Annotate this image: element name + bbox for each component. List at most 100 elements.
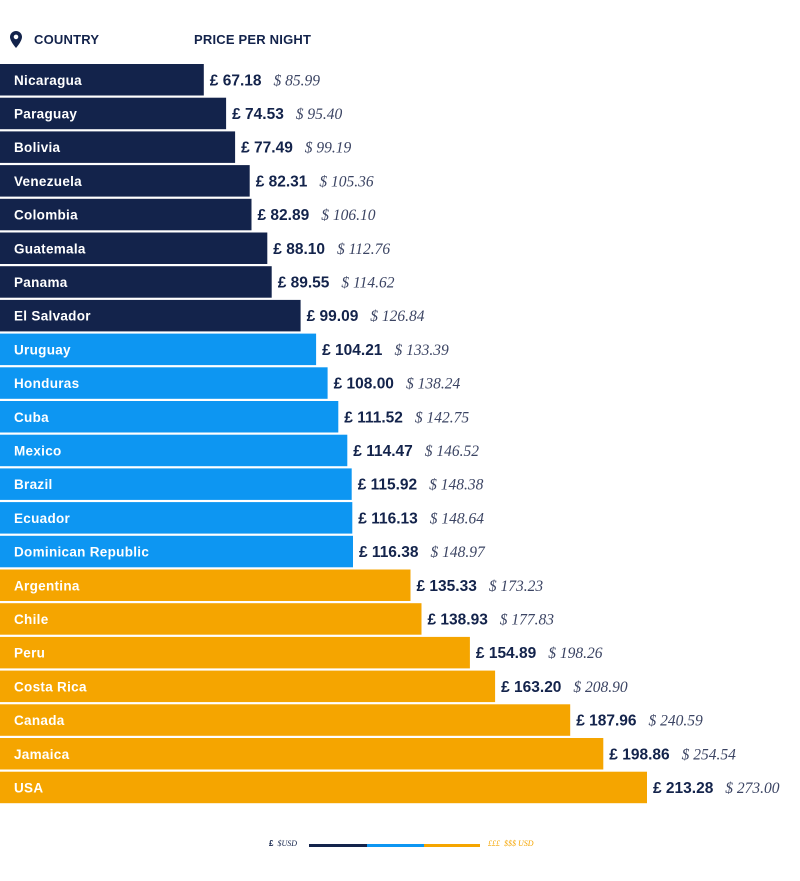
bar-panama bbox=[0, 266, 272, 298]
bar-label-panama: Panama bbox=[14, 275, 68, 290]
bar-label-chile: Chile bbox=[14, 612, 49, 627]
gbp-value-nicaragua: £ 67.18 bbox=[210, 72, 262, 89]
gbp-value-mexico: £ 114.47 bbox=[353, 443, 412, 460]
bar-guatemala bbox=[0, 232, 268, 264]
gbp-value-usa: £ 213.28 bbox=[653, 780, 714, 797]
usd-value-ecuador: $ 148.64 bbox=[430, 510, 485, 527]
gbp-value-cuba: £ 111.52 bbox=[344, 409, 403, 426]
usd-value-argentina: $ 173.23 bbox=[489, 578, 544, 595]
bar-label-usa: USA bbox=[14, 781, 43, 796]
bar-cuba bbox=[0, 401, 339, 433]
bar-label-colombia: Colombia bbox=[14, 208, 78, 223]
usd-value-dominican-republic: $ 148.97 bbox=[431, 544, 487, 561]
bar-label-uruguay: Uruguay bbox=[14, 342, 71, 357]
bar-label-cuba: Cuba bbox=[14, 410, 49, 425]
bar-canada bbox=[0, 704, 571, 736]
usd-value-paraguay: $ 95.40 bbox=[296, 106, 343, 123]
legend-bar-tier3 bbox=[424, 844, 480, 847]
legend-high-label: £££ $$$ USD bbox=[488, 839, 534, 848]
gbp-value-paraguay: £ 74.53 bbox=[232, 106, 284, 123]
gbp-value-dominican-republic: £ 116.38 bbox=[359, 544, 419, 561]
bar-label-nicaragua: Nicaragua bbox=[14, 73, 82, 88]
bar-costa-rica bbox=[0, 670, 496, 703]
bar-label-bolivia: Bolivia bbox=[14, 140, 61, 155]
bar-label-honduras: Honduras bbox=[14, 376, 79, 391]
gbp-value-costa-rica: £ 163.20 bbox=[501, 679, 561, 696]
bar-label-venezuela: Venezuela bbox=[14, 174, 82, 189]
usd-value-cuba: $ 142.75 bbox=[415, 409, 470, 426]
bar-uruguay bbox=[0, 333, 317, 366]
gbp-value-brazil: £ 115.92 bbox=[358, 477, 417, 494]
usd-value-bolivia: $ 99.19 bbox=[305, 140, 352, 157]
bar-label-ecuador: Ecuador bbox=[14, 511, 71, 526]
usd-value-usa: $ 273.00 bbox=[725, 780, 780, 797]
gbp-value-canada: £ 187.96 bbox=[576, 713, 637, 730]
usd-value-el-salvador: $ 126.84 bbox=[370, 308, 425, 325]
usd-value-canada: $ 240.59 bbox=[649, 713, 704, 730]
bar-label-el-salvador: El Salvador bbox=[14, 309, 91, 324]
usd-value-panama: $ 114.62 bbox=[341, 275, 394, 292]
gbp-value-ecuador: £ 116.13 bbox=[358, 510, 418, 527]
bar-ecuador bbox=[0, 502, 353, 534]
bar-bolivia bbox=[0, 131, 236, 163]
bar-paraguay bbox=[0, 97, 227, 130]
gbp-value-honduras: £ 108.00 bbox=[334, 376, 394, 393]
bar-label-brazil: Brazil bbox=[14, 477, 53, 492]
chart-header: COUNTRY PRICE PER NIGHT bbox=[0, 30, 800, 50]
bar-argentina bbox=[0, 569, 411, 601]
legend-low-label: £ $USD bbox=[269, 839, 297, 848]
gbp-value-guatemala: £ 88.10 bbox=[273, 241, 325, 258]
usd-value-honduras: $ 138.24 bbox=[406, 376, 461, 393]
map-pin-icon bbox=[10, 31, 22, 48]
bar-honduras bbox=[0, 367, 328, 399]
gbp-value-venezuela: £ 82.31 bbox=[256, 173, 308, 190]
legend-low-usd: $USD bbox=[277, 839, 298, 848]
legend-high-gbp: £££ bbox=[488, 839, 500, 848]
usd-value-jamaica: $ 254.54 bbox=[682, 746, 737, 763]
legend: £ $USD £££ $$$ USD bbox=[0, 838, 800, 854]
bar-el-salvador bbox=[0, 299, 301, 332]
usd-value-chile: $ 177.83 bbox=[500, 612, 555, 629]
bar-label-argentina: Argentina bbox=[14, 578, 80, 593]
bar-label-paraguay: Paraguay bbox=[14, 107, 77, 122]
price-column-header: PRICE PER NIGHT bbox=[194, 32, 312, 47]
usd-value-guatemala: $ 112.76 bbox=[337, 241, 390, 258]
usd-value-brazil: $ 148.38 bbox=[429, 477, 484, 494]
bar-label-peru: Peru bbox=[14, 646, 45, 661]
bar-label-dominican-republic: Dominican Republic bbox=[14, 545, 149, 560]
bar-brazil bbox=[0, 468, 352, 500]
bar-label-mexico: Mexico bbox=[14, 444, 62, 459]
usd-value-costa-rica: $ 208.90 bbox=[573, 679, 628, 696]
bar-chile bbox=[0, 603, 422, 635]
legend-bar-tier1 bbox=[309, 844, 367, 847]
gbp-value-bolivia: £ 77.49 bbox=[241, 140, 293, 157]
legend-bar-tier2 bbox=[367, 844, 424, 847]
legend-low-gbp: £ bbox=[269, 839, 274, 848]
gbp-value-colombia: £ 82.89 bbox=[258, 207, 310, 224]
gbp-value-el-salvador: £ 99.09 bbox=[307, 308, 359, 325]
usd-value-peru: $ 198.26 bbox=[548, 645, 603, 662]
bar-usa bbox=[0, 771, 647, 804]
bar-label-canada: Canada bbox=[14, 713, 65, 728]
bar-mexico bbox=[0, 434, 348, 467]
bar-venezuela bbox=[0, 165, 250, 197]
usd-value-mexico: $ 146.52 bbox=[425, 443, 480, 460]
usd-value-nicaragua: $ 85.99 bbox=[274, 72, 321, 89]
bar-nicaragua bbox=[0, 64, 204, 96]
bar-dominican-republic bbox=[0, 535, 353, 568]
bar-label-costa-rica: Costa Rica bbox=[14, 679, 87, 694]
gbp-value-chile: £ 138.93 bbox=[428, 612, 489, 629]
bar-label-guatemala: Guatemala bbox=[14, 241, 86, 256]
gbp-value-jamaica: £ 198.86 bbox=[609, 746, 670, 763]
bar-colombia bbox=[0, 198, 252, 231]
bar-peru bbox=[0, 636, 470, 669]
usd-value-uruguay: $ 133.39 bbox=[395, 342, 450, 359]
bar-jamaica bbox=[0, 738, 604, 770]
usd-value-venezuela: $ 105.36 bbox=[319, 173, 374, 190]
gbp-value-panama: £ 89.55 bbox=[278, 275, 330, 292]
legend-high-usd: $$$ USD bbox=[504, 839, 534, 848]
gbp-value-peru: £ 154.89 bbox=[476, 645, 537, 662]
gbp-value-uruguay: £ 104.21 bbox=[322, 342, 383, 359]
bar-label-jamaica: Jamaica bbox=[14, 747, 70, 762]
